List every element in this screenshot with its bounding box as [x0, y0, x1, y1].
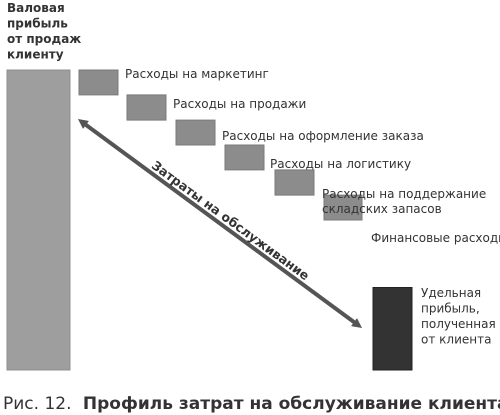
bar-label-line: Расходы на оформление заказа	[222, 129, 424, 143]
bar-label-line: прибыль	[7, 17, 68, 31]
bar-label-line: складских запасов	[322, 202, 442, 216]
bar-label-3: Расходы на оформление заказа	[222, 129, 424, 143]
bar-label-line: прибыль,	[421, 302, 480, 316]
waterfall-bar-cost-3	[175, 119, 216, 146]
bar-label-line: клиенту	[7, 48, 64, 62]
bar-label-7: Удельная прибыль, полученная от клиента	[421, 286, 496, 347]
bar-label-2: Расходы на продажи	[173, 97, 306, 111]
waterfall-bar-cost-1	[78, 69, 119, 96]
bar-label-6: Финансовые расходы	[371, 231, 500, 245]
bar-label-line: от клиента	[421, 333, 491, 347]
bar-label-line: Расходы на продажи	[173, 97, 306, 111]
bar-label-line: Расходы на логистику	[270, 157, 411, 171]
bar-label-line: Валовая	[7, 1, 65, 15]
waterfall-bar-cost-4	[224, 144, 265, 171]
bar-label-5: Расходы на поддержание складских запасов	[322, 187, 486, 216]
bar-label-4: Расходы на логистику	[270, 157, 411, 171]
bar-label-0: Валовая прибыль от продаж клиенту	[7, 1, 81, 62]
bar-label-line: от продаж	[7, 32, 81, 46]
bars-layer	[6, 69, 413, 371]
bar-label-1: Расходы на маркетинг	[125, 67, 269, 81]
bar-label-line: Расходы на поддержание	[322, 187, 486, 201]
figure-caption-number: Рис. 12.	[3, 394, 72, 414]
bar-label-line: Удельная	[421, 286, 481, 300]
bar-label-line: Финансовые расходы	[371, 231, 500, 245]
bar-label-line: полученная	[421, 317, 496, 331]
figure-caption: Рис. 12. Профиль затрат на обслуживание …	[3, 394, 500, 414]
labels-layer: Валовая прибыль от продаж клиенту Расходы на…	[7, 1, 500, 347]
bar-label-line: Расходы на маркетинг	[125, 67, 269, 81]
waterfall-bar-cost-2	[126, 94, 167, 121]
waterfall-bar-net-profit	[372, 287, 413, 371]
waterfall-bar-cost-5	[274, 169, 315, 196]
cost-to-serve-arrow	[77, 119, 363, 328]
figure-caption-title: Профиль затрат на обслуживание клиента	[83, 394, 500, 414]
waterfall-bar-gross-profit	[6, 69, 71, 371]
